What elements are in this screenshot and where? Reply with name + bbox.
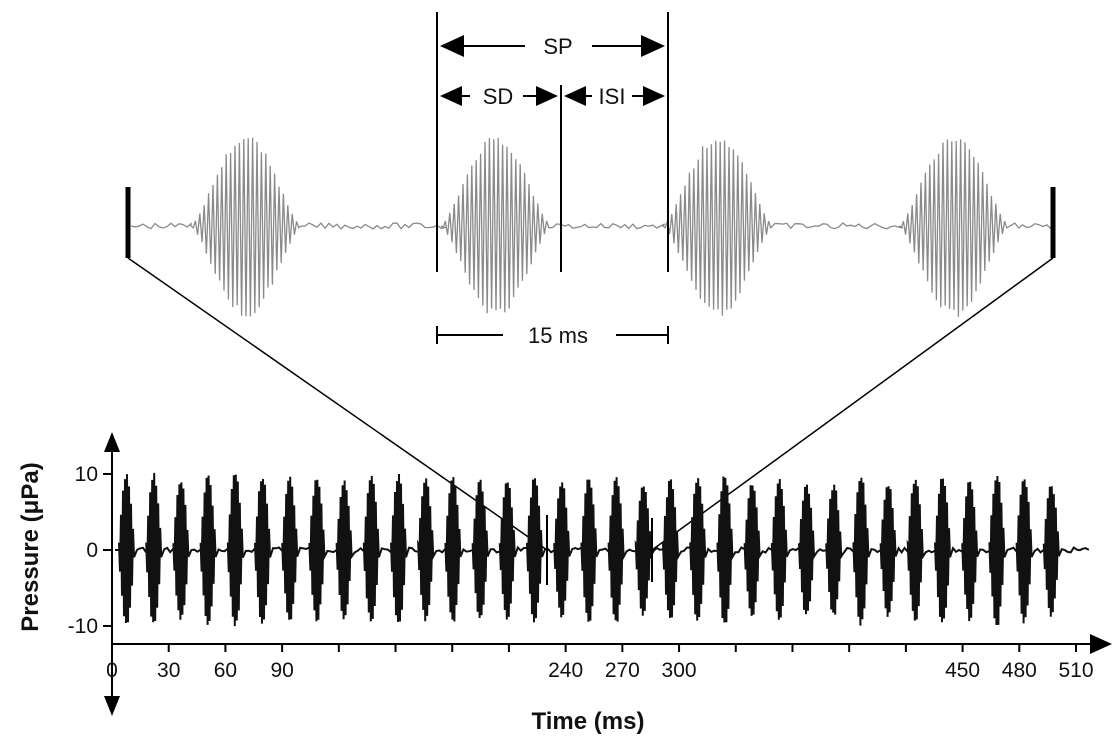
x-tick-label: 510	[1058, 659, 1093, 682]
y-axis	[104, 432, 120, 716]
zoom-trace	[130, 137, 1052, 317]
sd-arrow: SD	[440, 84, 558, 109]
main-plot: 10 0 -10 0 30 60 90 240 270 300 450 480 510 Time (m…	[17, 432, 1112, 735]
x-tick-label: 60	[214, 659, 237, 682]
sp-label: SP	[543, 34, 572, 59]
x-tick-label: 450	[945, 659, 980, 682]
x-tick-label: 300	[662, 659, 697, 682]
y-axis-arrow-up	[104, 432, 120, 452]
sd-label: SD	[483, 84, 514, 109]
x-axis	[112, 634, 1112, 654]
zoom-connector-right	[651, 257, 1054, 551]
x-axis-arrow	[1090, 634, 1112, 654]
x-tick-label: 30	[157, 659, 180, 682]
isi-label: ISI	[599, 84, 626, 109]
zoom-connector-left	[127, 257, 548, 551]
x-tick-label: 90	[270, 659, 293, 682]
x-tick-label: 0	[106, 659, 118, 682]
y-tick-label: 0	[86, 539, 98, 562]
y-tick-label: -10	[68, 615, 98, 638]
x-axis-title: Time (ms)	[532, 708, 645, 735]
y-axis-title: Pressure (μPa)	[17, 462, 44, 631]
x-tick-label: 240	[548, 659, 583, 682]
pressure-trace	[115, 472, 1090, 627]
y-tick-label: 10	[75, 463, 98, 486]
y-ticks: 10 0 -10	[68, 463, 112, 638]
x-ticks: 0 30 60 90 240 270 300 450 480 510	[106, 644, 1094, 682]
x-tick-label: 270	[605, 659, 640, 682]
y-axis-arrow-down	[104, 696, 120, 716]
zoomed-waveform: SP SD ISI 15 ms	[125, 12, 1056, 348]
isi-arrow: ISI	[564, 84, 665, 109]
x-tick-label: 480	[1002, 659, 1037, 682]
duration-label: 15 ms	[528, 323, 588, 348]
duration-bracket: 15 ms	[436, 323, 669, 348]
sp-arrow: SP	[440, 34, 665, 59]
